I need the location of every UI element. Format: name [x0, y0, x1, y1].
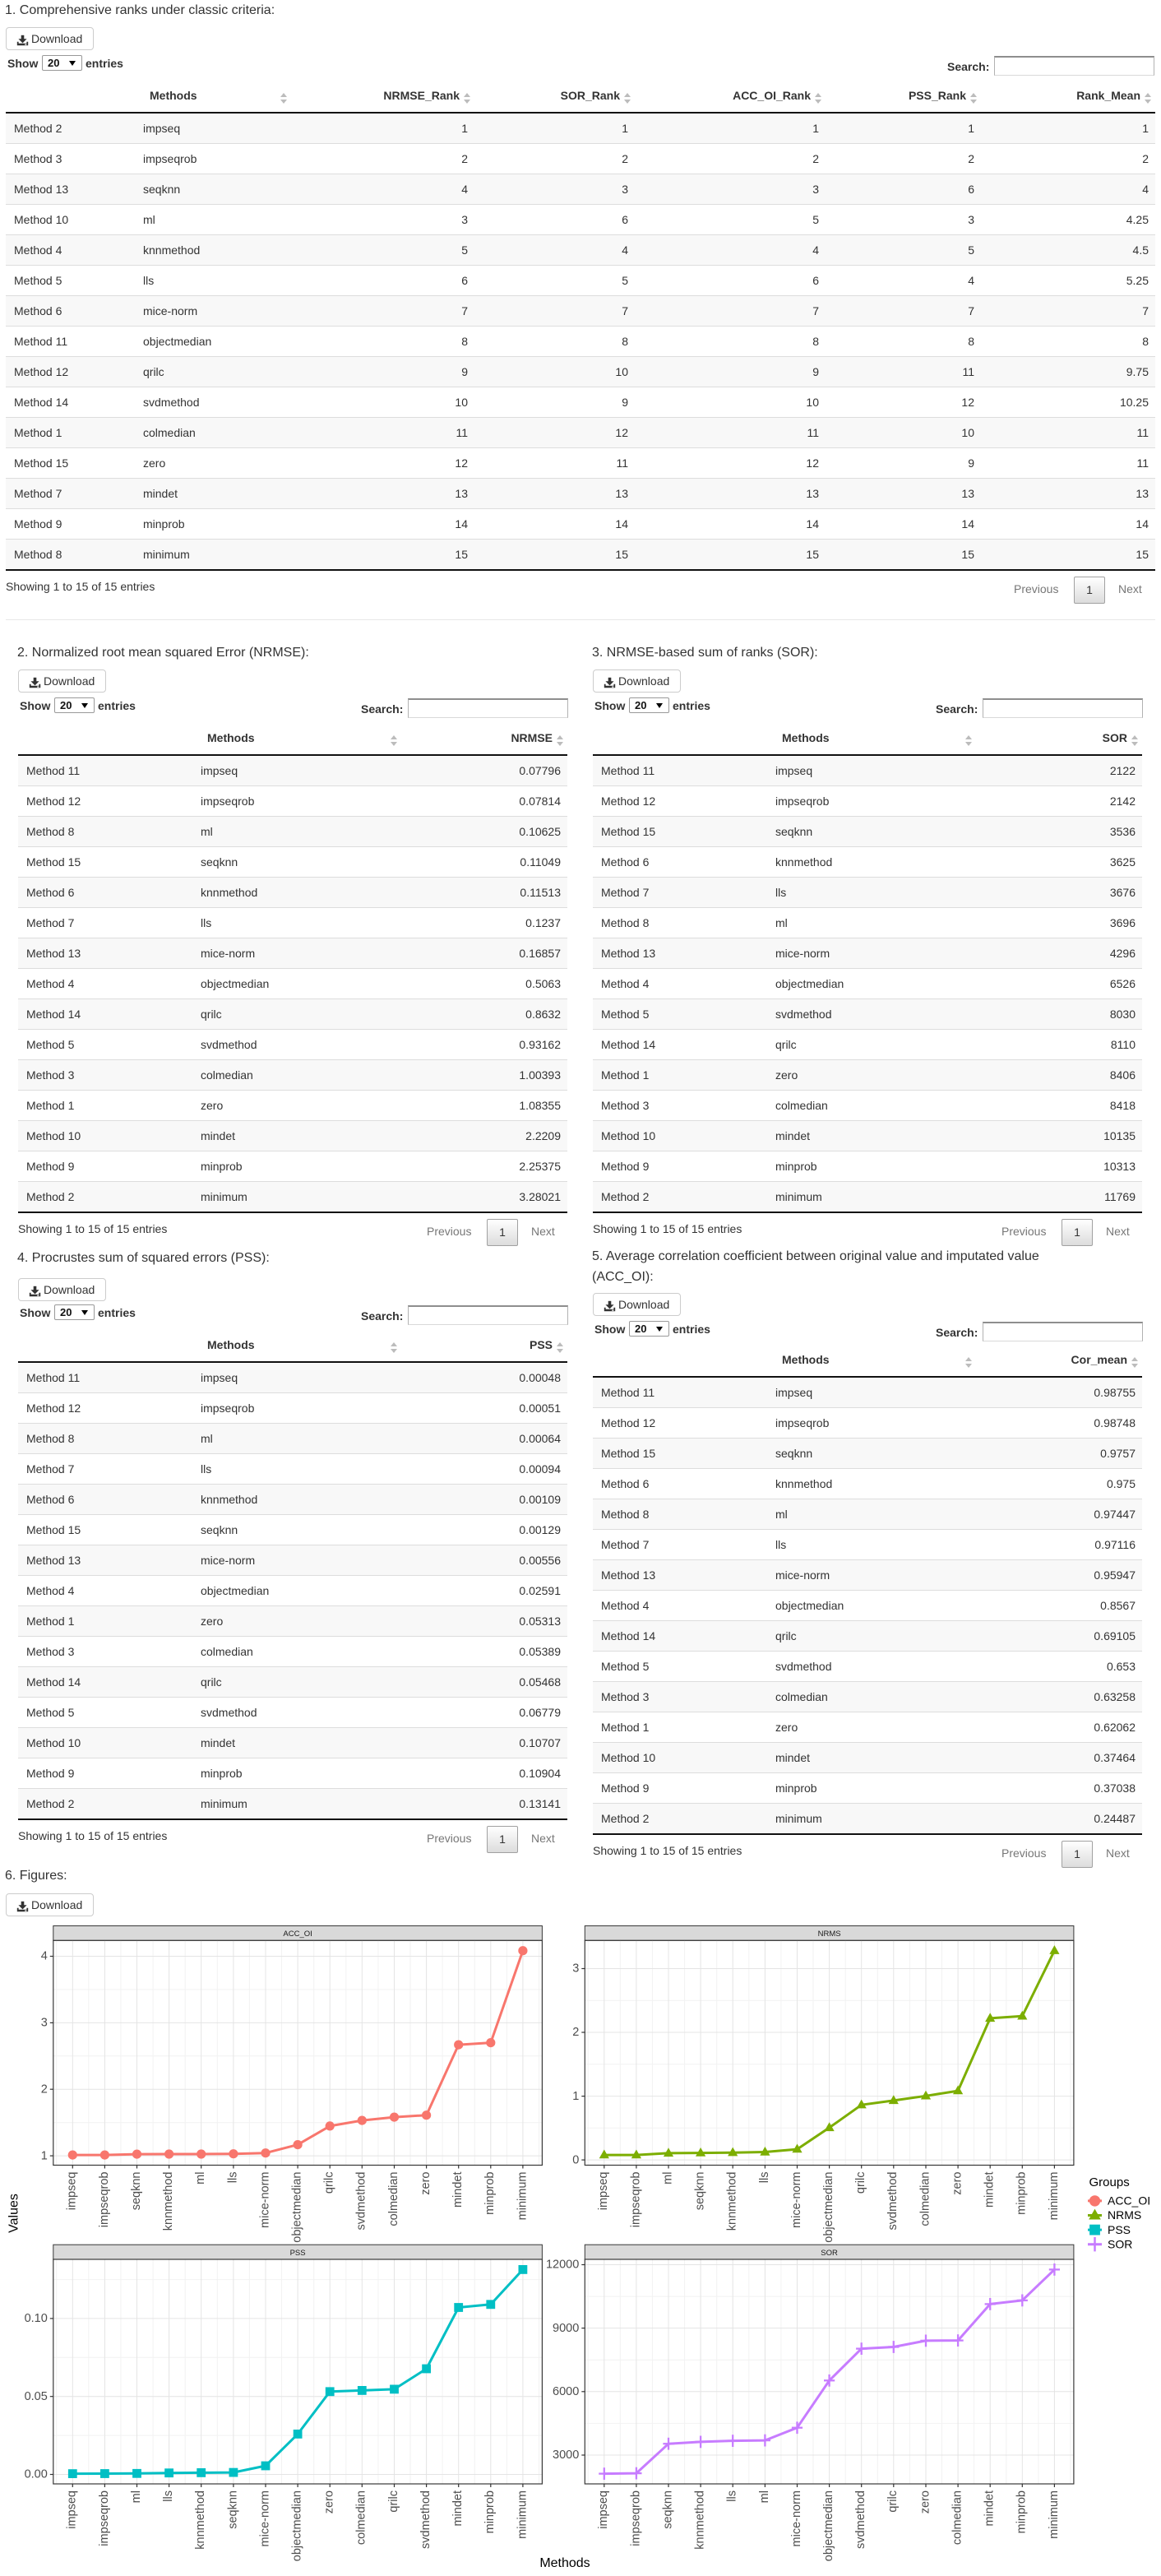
svg-text:mindet: mindet — [983, 2172, 997, 2208]
svg-text:minprob: minprob — [483, 2172, 497, 2215]
svg-text:minimum: minimum — [516, 2172, 529, 2221]
svg-text:ml: ml — [130, 2490, 143, 2503]
svg-text:2: 2 — [572, 2026, 579, 2039]
svg-text:colmedian: colmedian — [951, 2490, 964, 2545]
svg-text:mindet: mindet — [983, 2490, 997, 2527]
svg-text:mice-norm: mice-norm — [790, 2490, 803, 2546]
svg-text:12000: 12000 — [546, 2259, 579, 2272]
svg-text:minprob: minprob — [1015, 2490, 1029, 2533]
svg-text:mindet: mindet — [451, 2172, 465, 2208]
svg-text:svdmethod: svdmethod — [854, 2490, 867, 2549]
svg-text:6000: 6000 — [553, 2385, 579, 2398]
svg-text:impseq: impseq — [597, 2490, 610, 2529]
svg-text:objectmedian: objectmedian — [291, 2490, 304, 2561]
svg-text:seqknn: seqknn — [226, 2490, 239, 2529]
svg-text:1: 1 — [41, 2149, 48, 2162]
svg-text:NRMS: NRMS — [1108, 2208, 1141, 2222]
svg-text:impseqrob: impseqrob — [98, 2490, 111, 2546]
svg-text:minimum: minimum — [516, 2490, 529, 2539]
svg-text:colmedian: colmedian — [918, 2172, 932, 2226]
svg-text:mindet: mindet — [451, 2490, 465, 2527]
svg-text:impseqrob: impseqrob — [629, 2490, 642, 2546]
svg-text:minimum: minimum — [1048, 2490, 1061, 2539]
svg-text:zero: zero — [419, 2172, 432, 2195]
svg-text:impseq: impseq — [597, 2172, 610, 2211]
svg-text:0.10: 0.10 — [25, 2312, 48, 2325]
svg-text:2: 2 — [41, 2083, 48, 2096]
svg-text:qrilc: qrilc — [886, 2490, 900, 2513]
svg-text:svdmethod: svdmethod — [419, 2490, 432, 2549]
svg-text:minprob: minprob — [1015, 2172, 1029, 2215]
svg-text:ml: ml — [758, 2490, 771, 2503]
svg-text:qrilc: qrilc — [854, 2172, 867, 2194]
svg-text:colmedian: colmedian — [355, 2490, 368, 2545]
svg-text:SOR: SOR — [1108, 2237, 1132, 2250]
svg-text:ml: ml — [194, 2172, 207, 2185]
svg-text:qrilc: qrilc — [387, 2490, 400, 2513]
svg-text:lls: lls — [226, 2172, 239, 2184]
svg-text:qrilc: qrilc — [323, 2172, 336, 2194]
svg-text:minprob: minprob — [483, 2490, 497, 2533]
svg-text:3: 3 — [572, 1962, 579, 1976]
svg-text:objectmedian: objectmedian — [822, 2490, 835, 2561]
svg-text:Groups: Groups — [1089, 2175, 1130, 2189]
svg-text:1: 1 — [572, 2090, 579, 2103]
svg-text:lls: lls — [162, 2490, 175, 2502]
svg-text:objectmedian: objectmedian — [822, 2172, 835, 2243]
svg-text:knnmethod: knnmethod — [162, 2172, 175, 2231]
svg-text:0.00: 0.00 — [25, 2468, 48, 2481]
svg-text:seqknn: seqknn — [661, 2490, 674, 2529]
svg-text:SOR: SOR — [821, 2249, 838, 2258]
svg-text:zero: zero — [951, 2172, 964, 2195]
svg-text:Values: Values — [7, 2194, 21, 2233]
svg-text:NRMS: NRMS — [818, 1930, 841, 1939]
svg-text:knnmethod: knnmethod — [726, 2172, 739, 2231]
svg-text:3: 3 — [41, 2017, 48, 2030]
svg-text:colmedian: colmedian — [387, 2172, 400, 2226]
svg-text:ACC_OI: ACC_OI — [283, 1930, 312, 1939]
svg-text:seqknn: seqknn — [694, 2172, 707, 2211]
svg-text:PSS: PSS — [290, 2249, 306, 2258]
svg-text:impseqrob: impseqrob — [98, 2172, 111, 2228]
svg-text:ml: ml — [661, 2172, 674, 2185]
svg-text:impseq: impseq — [66, 2172, 79, 2211]
svg-text:0: 0 — [572, 2153, 579, 2166]
svg-text:impseq: impseq — [66, 2490, 79, 2529]
svg-text:seqknn: seqknn — [130, 2172, 143, 2211]
svg-text:minimum: minimum — [1048, 2172, 1061, 2221]
svg-text:zero: zero — [918, 2490, 932, 2513]
svg-text:knnmethod: knnmethod — [694, 2490, 707, 2550]
svg-text:svdmethod: svdmethod — [355, 2172, 368, 2231]
svg-text:0.05: 0.05 — [25, 2390, 48, 2403]
svg-text:ACC_OI: ACC_OI — [1108, 2194, 1150, 2208]
svg-text:mice-norm: mice-norm — [790, 2172, 803, 2228]
svg-text:4: 4 — [41, 1950, 48, 1963]
svg-text:zero: zero — [323, 2490, 336, 2513]
svg-text:svdmethod: svdmethod — [886, 2172, 900, 2231]
svg-text:3000: 3000 — [553, 2449, 579, 2462]
svg-text:mice-norm: mice-norm — [258, 2172, 271, 2228]
svg-text:lls: lls — [726, 2490, 739, 2502]
svg-text:objectmedian: objectmedian — [291, 2172, 304, 2243]
svg-text:lls: lls — [758, 2172, 771, 2184]
svg-text:Methods: Methods — [539, 2556, 590, 2570]
svg-text:9000: 9000 — [553, 2322, 579, 2335]
svg-text:knnmethod: knnmethod — [194, 2490, 207, 2550]
svg-text:impseqrob: impseqrob — [629, 2172, 642, 2228]
svg-text:mice-norm: mice-norm — [258, 2490, 271, 2546]
svg-text:PSS: PSS — [1108, 2223, 1131, 2236]
